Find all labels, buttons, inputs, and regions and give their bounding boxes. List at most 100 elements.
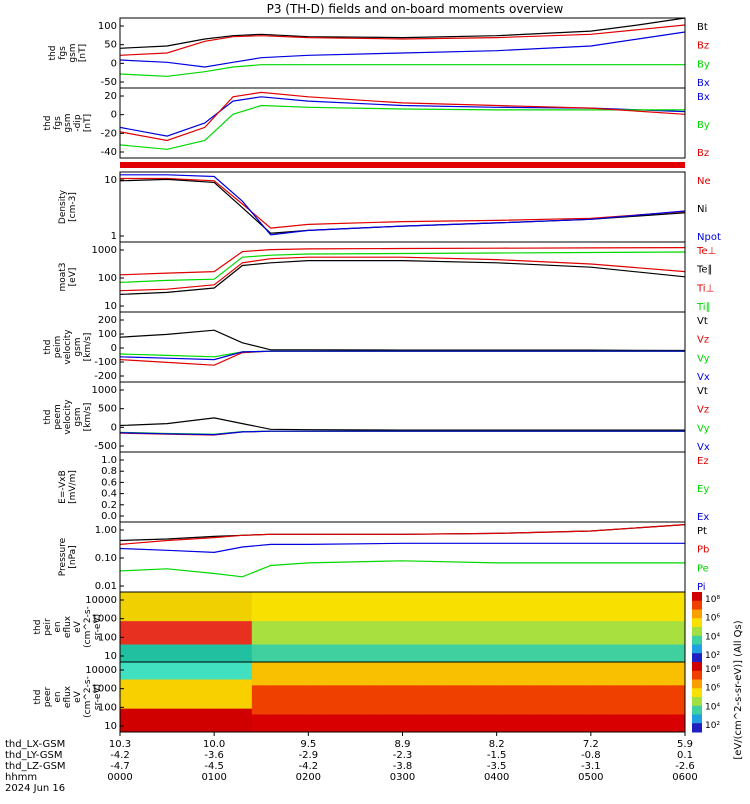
spectrogram-cell [364,615,385,622]
spectrogram-cell [515,667,535,675]
spectrogram-cell [477,621,498,628]
x-tick-label: 0200 [296,772,321,783]
legend-entry: By [697,120,710,131]
y-axis-label: moat3[eV] [58,262,78,291]
series-line-Vx [119,350,685,361]
spectrogram-cell [421,632,441,640]
spectrogram-cell [515,662,535,669]
spectrogram-cell [214,662,234,669]
spectrogram-cell [289,708,309,715]
spectrogram-cell [346,714,366,721]
spectrogram-cell [308,720,328,727]
spectrogram-cell [251,615,272,622]
spectrogram-cell [572,638,592,645]
spectrogram-cell [609,714,629,721]
spectrogram-cell [157,673,177,680]
spectrogram-cell [459,697,479,704]
spectrogram-cell [421,673,441,680]
y-tick-label: 500 [98,404,117,415]
spectrogram-cell [628,662,648,669]
spectrogram-cell [176,644,196,651]
spectrogram-cell [609,627,629,634]
spectrogram-cell [572,697,592,704]
spectrogram-cell [534,667,554,675]
spectrogram-cell [515,621,535,628]
spectrogram-cell [346,627,366,634]
spectrogram-cell [346,597,366,605]
spectrogram-cell [459,621,479,628]
y-tick-label: 1000 [92,614,117,625]
spectrogram-cell [609,697,629,704]
spectrogram-cell [515,609,535,616]
spectrogram-cell [138,650,159,657]
spectrogram-cell [120,720,140,727]
spectrogram-cell [138,627,159,634]
spectrogram-cell [421,656,441,663]
spectrogram-cell [383,667,403,675]
spectrogram-cell [421,691,441,698]
spectrogram-cell [666,615,686,622]
spectrogram-cell [289,592,309,599]
x-tick-label: -3.5 [487,761,507,772]
spectrogram-cell [138,644,159,651]
spectrogram-cell [421,697,441,704]
spectrogram-cell [383,615,403,622]
y-axis-label-line: eV [73,690,83,703]
spectrogram-cell [421,714,441,721]
y-axis-label-line: gsm [63,113,73,132]
spectrogram-cell [515,615,535,622]
spectrogram-cell [120,592,140,599]
spectrogram-cell [534,650,554,657]
spectrogram-cell [609,638,629,645]
spectrogram-cell [590,627,611,634]
spectrogram-cell [628,592,648,599]
spectrogram-cell [195,667,215,675]
spectrogram-cell [572,615,592,622]
colorbar-tick-label: 10² [705,721,720,731]
spectrogram-cell [440,702,460,710]
spectrogram-cell [477,592,498,599]
spectrogram-cell [496,662,516,669]
y-tick-label: 0 [111,343,117,354]
spectrogram-cell [572,592,592,599]
spectrogram-cell [590,702,611,710]
spectrogram-cell [383,650,403,657]
y-axis-label: Pressure[nPa] [58,537,78,576]
y-tick-label: 0.8 [101,466,117,477]
spectrogram-cell [572,714,592,721]
spectrogram-cell [609,702,629,710]
spectrogram-cell [214,702,234,710]
spectrogram-cell [647,720,667,727]
series-line-Vt [119,417,685,431]
spectrogram-cell [138,714,159,721]
spectrogram-cell [666,714,686,721]
spectrogram-cell [233,638,253,645]
spectrogram-cell [308,615,328,622]
spectrogram-cell [346,650,366,657]
spectrogram-cell [251,656,272,663]
spectrogram-cell [383,592,403,599]
spectrogram-cell [289,702,309,710]
spectrogram-cell [628,615,648,622]
spectrogram-cell [270,662,290,669]
x-tick-label: 10.0 [203,739,225,750]
spectrogram-cell [572,627,592,634]
spectrogram-cell [534,615,554,622]
y-axis-label-line: velocity [63,329,73,365]
y-axis-label-line: peem [53,404,63,430]
spectrogram-cell [534,697,554,704]
spectrogram-cell [364,697,385,704]
x-tick-label: 8.2 [489,739,505,750]
spectrogram-cell [214,609,234,616]
panel-frame [119,381,686,453]
panel-1: 20 0 -20 -40 thdfgsgsm-dip[nT] Bx By Bz [43,87,710,159]
spectrogram-cell [120,650,140,657]
y-axis-label-line: fgs [53,116,63,130]
spectrogram-cell [628,656,648,663]
spectrogram-cell [609,685,629,692]
spectrogram-cell [120,621,140,628]
spectrogram-cell [289,621,309,628]
spectrogram-cell [553,627,573,634]
spectrogram-cell [440,621,460,628]
spectrogram-cell [327,627,347,634]
